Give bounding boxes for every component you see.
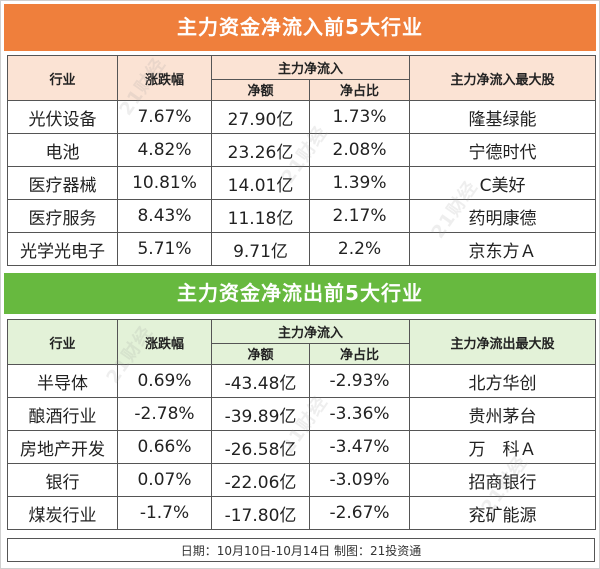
top-stock-cell: 招商银行 xyxy=(409,463,597,497)
table-row: 光伏设备 7.67% 27.90亿 1.73% 隆基绿能 xyxy=(7,100,597,134)
change-cell: -1.7% xyxy=(117,496,212,530)
net-ratio-cell: 1.73% xyxy=(308,100,411,134)
change-cell: 7.67% xyxy=(117,100,212,134)
header-main-flow: 主力净流入 xyxy=(210,55,411,80)
header-industry: 行业 xyxy=(7,319,118,365)
net-ratio-cell: -2.93% xyxy=(308,364,411,398)
header-top-stock: 主力净流入最大股 xyxy=(409,55,597,101)
table-row: 酿酒行业 -2.78% -39.89亿 -3.36% 贵州茅台 xyxy=(7,397,597,431)
net-amount-cell: -22.06亿 xyxy=(211,463,310,497)
industry-cell: 电池 xyxy=(7,133,118,167)
top-stock-cell: 万 科Ａ xyxy=(409,430,597,464)
net-amount-cell: 9.71亿 xyxy=(211,232,310,266)
header-industry: 行业 xyxy=(7,55,118,101)
change-cell: 8.43% xyxy=(117,199,212,233)
change-cell: 5.71% xyxy=(117,232,212,266)
top-stock-cell: 北方华创 xyxy=(409,364,597,398)
top-stock-cell: 药明康德 xyxy=(409,199,597,233)
net-amount-cell: 14.01亿 xyxy=(211,166,310,200)
net-ratio-cell: -3.47% xyxy=(308,430,411,464)
table-row: 半导体 0.69% -43.48亿 -2.93% 北方华创 xyxy=(7,364,597,398)
top-stock-cell: 宁德时代 xyxy=(409,133,597,167)
net-amount-cell: -39.89亿 xyxy=(211,397,310,431)
top-stock-cell: 贵州茅台 xyxy=(409,397,597,431)
top-stock-cell: C美好 xyxy=(409,166,597,200)
header-change: 涨跌幅 xyxy=(117,319,212,365)
header-main-flow: 主力净流入 xyxy=(210,319,411,344)
table-row: 银行 0.07% -22.06亿 -3.09% 招商银行 xyxy=(7,463,597,497)
net-ratio-cell: -3.09% xyxy=(308,463,411,497)
table-row: 医疗服务 8.43% 11.18亿 2.17% 药明康德 xyxy=(7,199,597,233)
industry-cell: 煤炭行业 xyxy=(7,496,118,530)
industry-cell: 医疗服务 xyxy=(7,199,118,233)
industry-cell: 房地产开发 xyxy=(7,430,118,464)
industry-cell: 银行 xyxy=(7,463,118,497)
top-stock-cell: 隆基绿能 xyxy=(409,100,597,134)
net-amount-cell: 27.90亿 xyxy=(211,100,310,134)
inflow-table: 行业 涨跌幅 主力净流入 主力净流入最大股 净额 净占比 光伏设备 7.67% … xyxy=(7,55,597,266)
net-amount-cell: 11.18亿 xyxy=(211,199,310,233)
net-amount-cell: -26.58亿 xyxy=(211,430,310,464)
footer-credit: 日期：10月10日-10月14日 制图：21投资通 xyxy=(7,538,595,562)
header-net-ratio: 净占比 xyxy=(308,342,411,366)
header-net-ratio: 净占比 xyxy=(308,78,411,102)
net-ratio-cell: 2.08% xyxy=(308,133,411,167)
net-ratio-cell: 1.39% xyxy=(308,166,411,200)
net-amount-cell: 23.26亿 xyxy=(211,133,310,167)
change-cell: 0.69% xyxy=(117,364,212,398)
net-ratio-cell: 2.17% xyxy=(308,199,411,233)
net-amount-cell: -43.48亿 xyxy=(211,364,310,398)
change-cell: 10.81% xyxy=(117,166,212,200)
table-row: 房地产开发 0.66% -26.58亿 -3.47% 万 科Ａ xyxy=(7,430,597,464)
header-net-amount: 净额 xyxy=(211,78,310,102)
industry-cell: 光伏设备 xyxy=(7,100,118,134)
change-cell: 0.66% xyxy=(117,430,212,464)
net-ratio-cell: 2.2% xyxy=(308,232,411,266)
table-row: 煤炭行业 -1.7% -17.80亿 -2.67% 兖矿能源 xyxy=(7,496,597,530)
net-amount-cell: -17.80亿 xyxy=(211,496,310,530)
industry-cell: 酿酒行业 xyxy=(7,397,118,431)
outflow-table: 行业 涨跌幅 主力净流入 主力净流出最大股 净额 净占比 半导体 0.69% -… xyxy=(7,319,597,530)
table-row: 电池 4.82% 23.26亿 2.08% 宁德时代 xyxy=(7,133,597,167)
header-top-stock: 主力净流出最大股 xyxy=(409,319,597,365)
industry-cell: 医疗器械 xyxy=(7,166,118,200)
header-net-amount: 净额 xyxy=(211,342,310,366)
top-stock-cell: 兖矿能源 xyxy=(409,496,597,530)
industry-cell: 半导体 xyxy=(7,364,118,398)
change-cell: 4.82% xyxy=(117,133,212,167)
change-cell: 0.07% xyxy=(117,463,212,497)
net-ratio-cell: -2.67% xyxy=(308,496,411,530)
top-stock-cell: 京东方Ａ xyxy=(409,232,597,266)
outflow-title: 主力资金净流出前5大行业 xyxy=(4,273,596,314)
industry-cell: 光学光电子 xyxy=(7,232,118,266)
header-change: 涨跌幅 xyxy=(117,55,212,101)
change-cell: -2.78% xyxy=(117,397,212,431)
table-row: 光学光电子 5.71% 9.71亿 2.2% 京东方Ａ xyxy=(7,232,597,266)
table-row: 医疗器械 10.81% 14.01亿 1.39% C美好 xyxy=(7,166,597,200)
net-ratio-cell: -3.36% xyxy=(308,397,411,431)
inflow-title: 主力资金净流入前5大行业 xyxy=(4,4,596,51)
